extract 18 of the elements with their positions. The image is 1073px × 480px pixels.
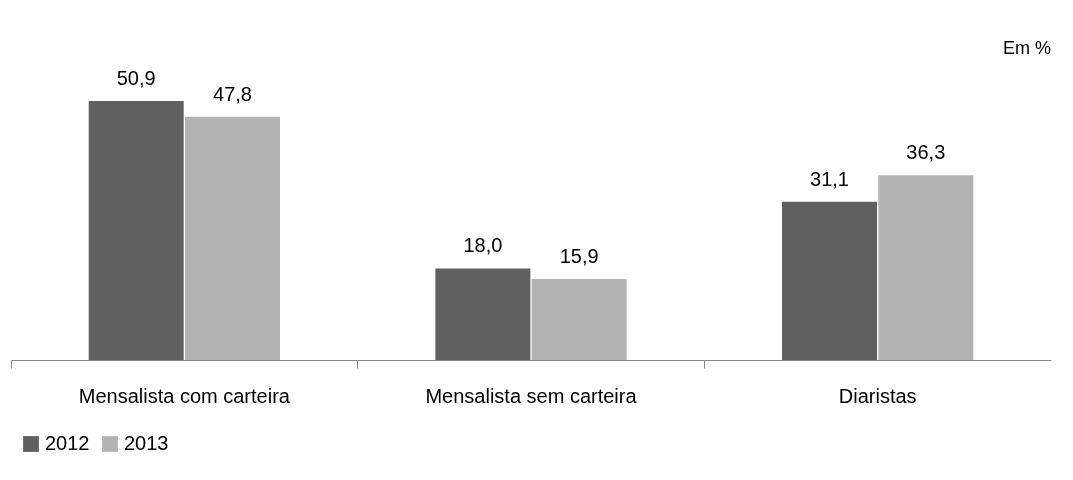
data-label: 18,0 <box>463 234 503 257</box>
data-label: 31,1 <box>810 167 849 190</box>
x-tick-label: Mensalista sem carteira <box>425 384 638 407</box>
legend-label: 2012 <box>45 432 90 454</box>
bar <box>435 268 531 360</box>
bar <box>184 116 280 360</box>
bar <box>531 279 627 360</box>
data-label: 36,3 <box>906 141 946 164</box>
bar <box>878 175 974 360</box>
legend-label: 2013 <box>124 432 169 454</box>
data-label: 47,8 <box>213 82 252 105</box>
x-tick-label: Diaristas <box>838 384 917 407</box>
data-label: 50,9 <box>116 67 156 90</box>
x-tick-label: Mensalista com carteira <box>78 384 291 407</box>
data-label: 15,9 <box>559 245 599 268</box>
bar <box>782 201 878 360</box>
bar <box>88 101 184 360</box>
text: Em % <box>1002 38 1051 58</box>
